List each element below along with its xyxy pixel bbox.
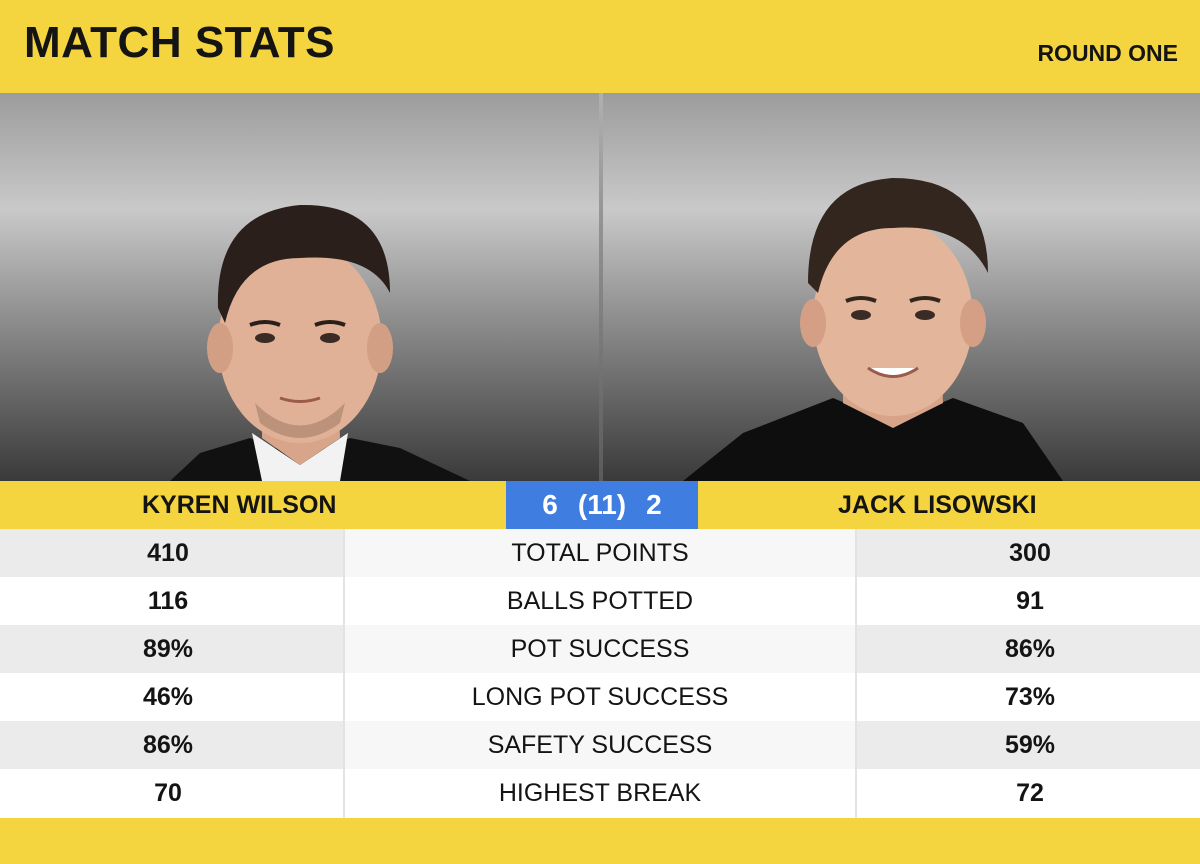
round-label: ROUND ONE [1037,40,1178,66]
stat-right-value: 300 [857,529,1200,577]
footer-bar [0,818,1200,864]
stat-label: HIGHEST BREAK [345,769,855,817]
stats-table: 410 TOTAL POINTS 300 116 BALLS POTTED 91… [0,529,1200,818]
player-photo-left [0,93,599,481]
score-left: 6 [542,489,558,520]
stat-right-value: 86% [857,625,1200,673]
stat-row: 46% LONG POT SUCCESS 73% [0,673,1200,721]
player-name-left: KYREN WILSON [142,491,337,519]
score-box: 6 (11) 2 [506,481,698,529]
stat-row: 89% POT SUCCESS 86% [0,625,1200,673]
stat-left-value: 46% [0,673,343,721]
player-photo-right [603,93,1200,481]
stat-left-value: 70 [0,769,343,817]
stat-row: 410 TOTAL POINTS 300 [0,529,1200,577]
stat-row: 116 BALLS POTTED 91 [0,577,1200,625]
player-portrait-right [683,178,1063,481]
stat-row: 70 HIGHEST BREAK 72 [0,769,1200,817]
stat-label: LONG POT SUCCESS [345,673,855,721]
score-right: 2 [646,489,662,520]
stat-right-value: 59% [857,721,1200,769]
player-name-right: JACK LISOWSKI [838,491,1037,519]
player-portrait-left [170,204,470,481]
stat-label: SAFETY SUCCESS [345,721,855,769]
stat-label: POT SUCCESS [345,625,855,673]
stat-right-value: 72 [857,769,1200,817]
stat-right-value: 91 [857,577,1200,625]
player-photos [0,93,1200,481]
stat-row: 86% SAFETY SUCCESS 59% [0,721,1200,769]
stat-right-value: 73% [857,673,1200,721]
stat-left-value: 410 [0,529,343,577]
stat-label: TOTAL POINTS [345,529,855,577]
stat-left-value: 86% [0,721,343,769]
page-title: MATCH STATS [24,18,336,67]
frames-total: (11) [577,489,627,520]
stat-left-value: 116 [0,577,343,625]
column-divider-right [855,529,857,818]
photo-divider [599,93,603,481]
stat-label: BALLS POTTED [345,577,855,625]
header-bar: MATCH STATS ROUND ONE [0,0,1200,93]
column-divider-left [343,529,345,818]
stat-left-value: 89% [0,625,343,673]
